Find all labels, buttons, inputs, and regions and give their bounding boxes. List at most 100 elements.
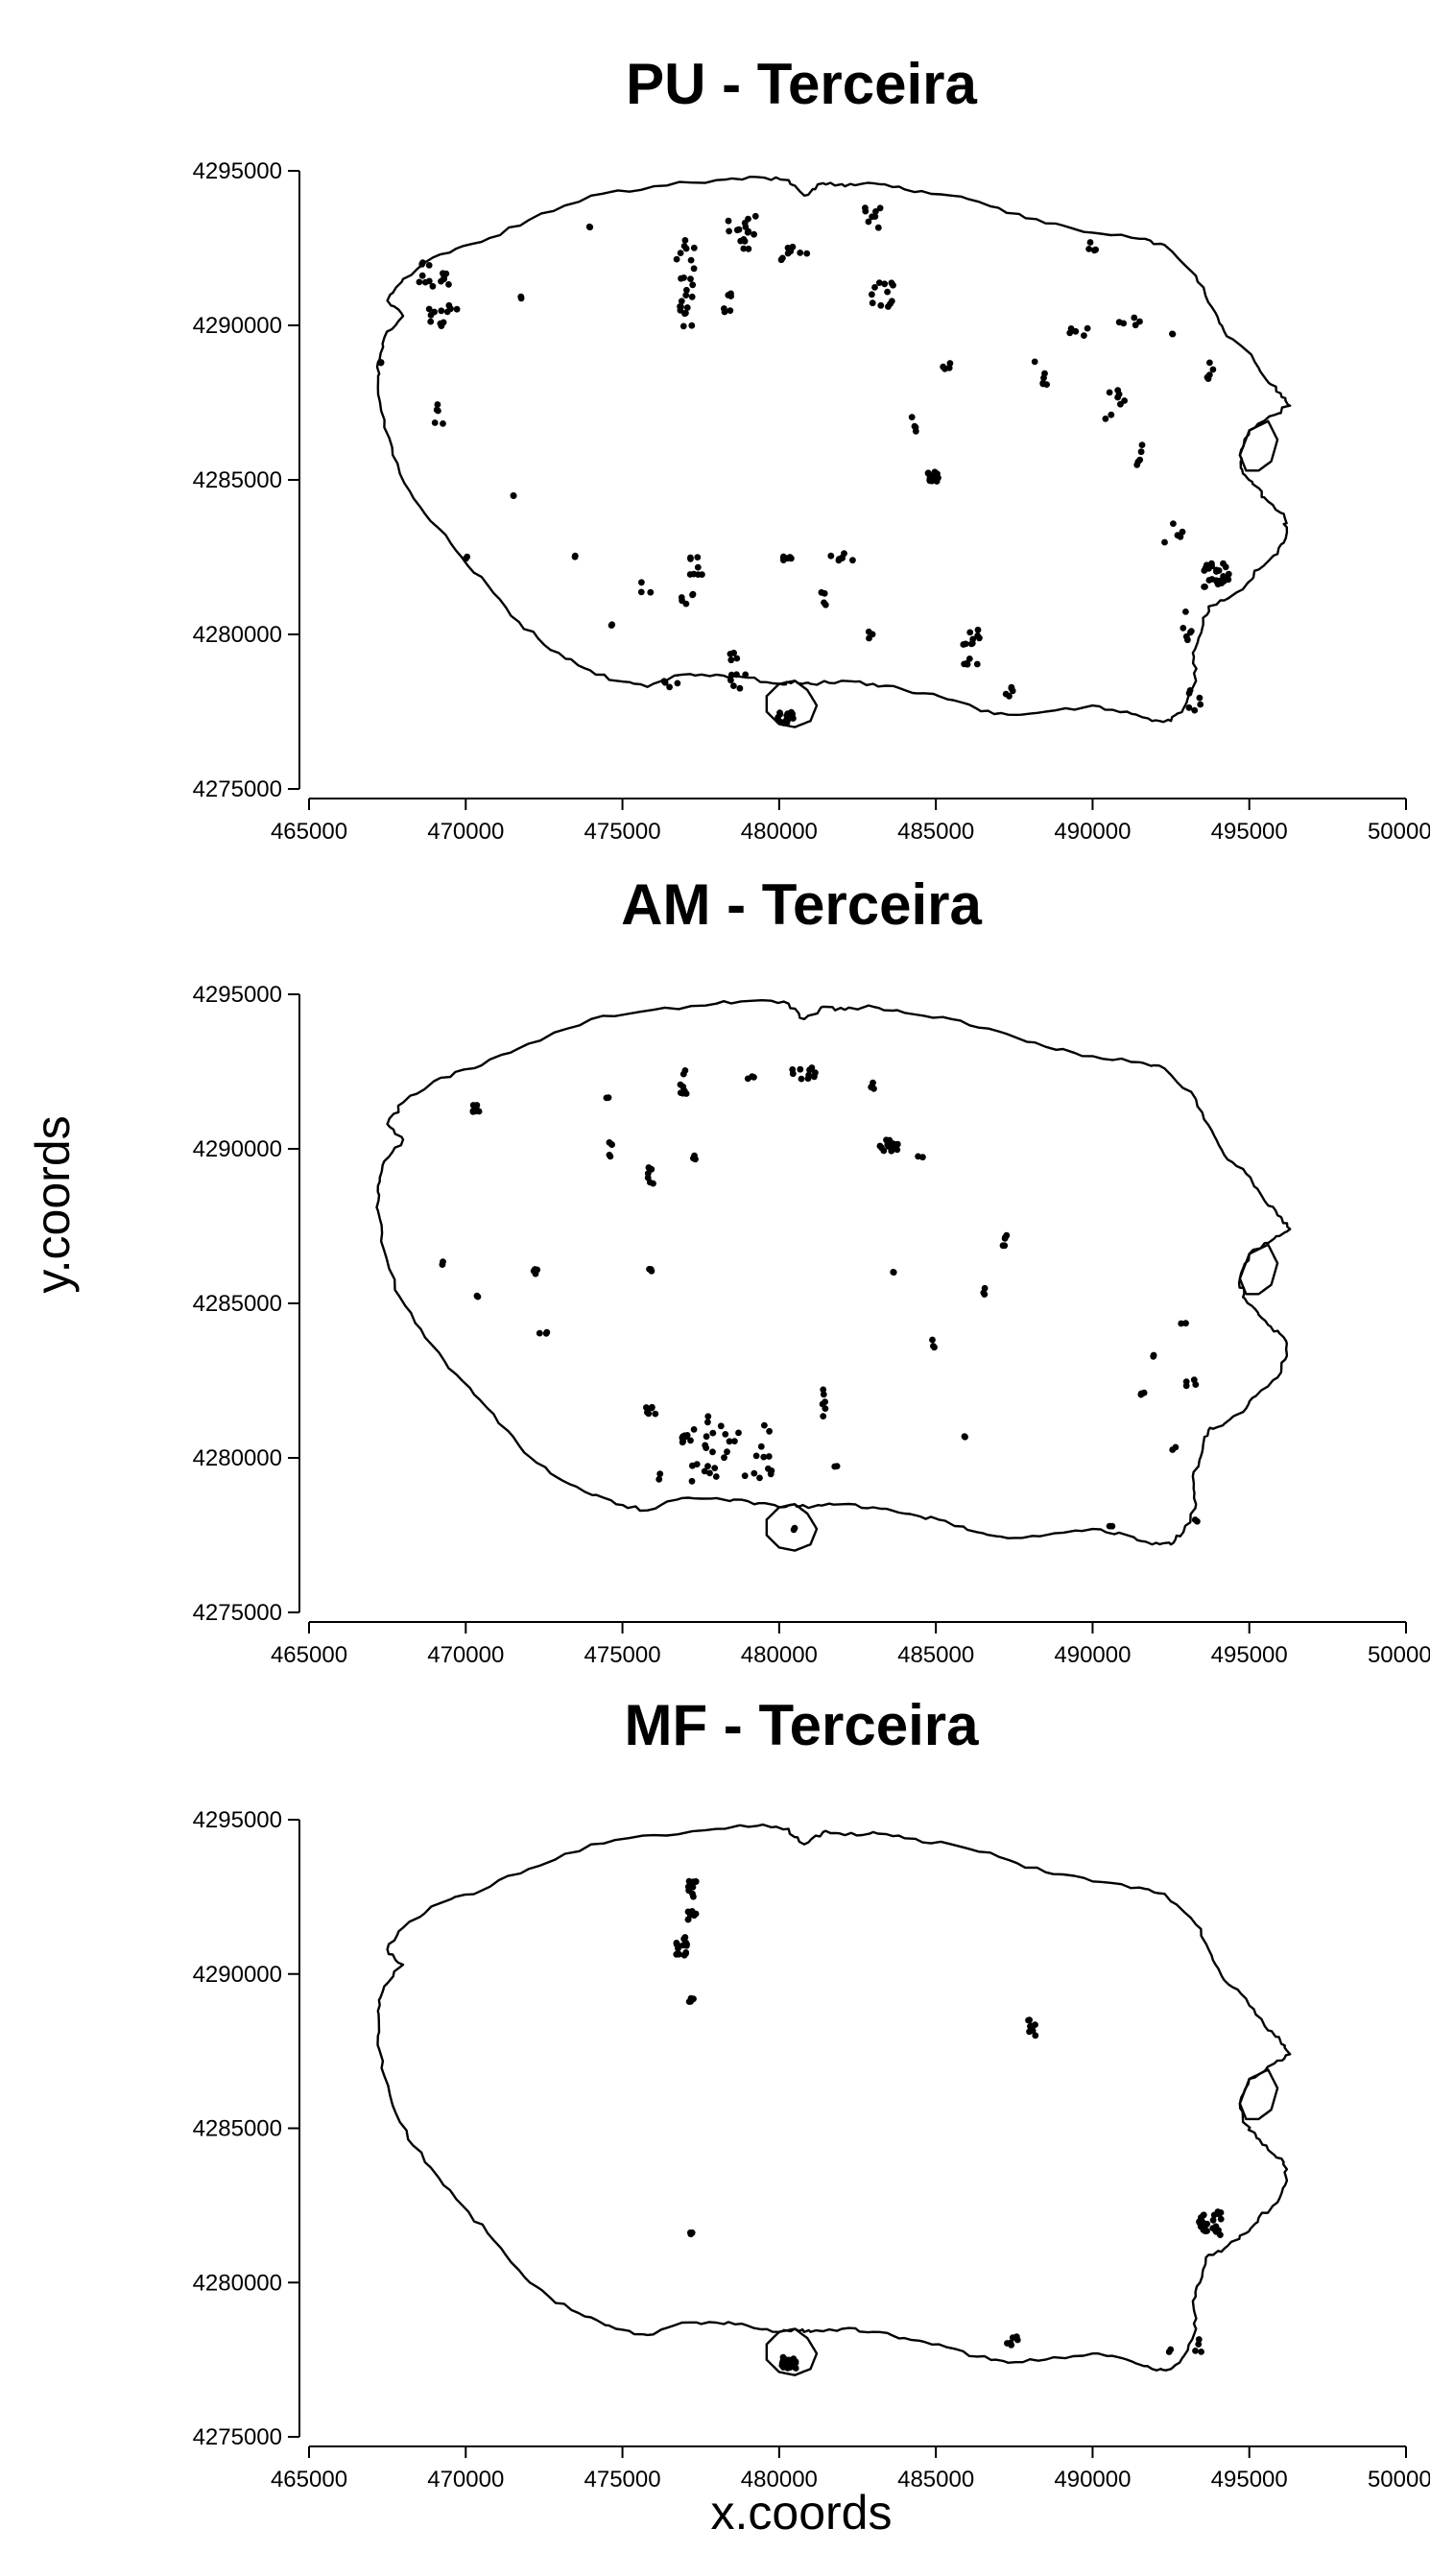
data-point (646, 1164, 653, 1171)
data-point (1223, 563, 1229, 570)
data-point (645, 1411, 652, 1418)
data-point (1186, 704, 1193, 711)
data-point (699, 571, 705, 578)
data-point (704, 1419, 711, 1425)
x-tick-label: 490000 (1054, 819, 1131, 845)
data-point (1009, 685, 1015, 692)
data-point (1141, 1390, 1148, 1396)
data-point (792, 1525, 798, 1532)
data-point (682, 1950, 689, 1957)
data-point (742, 238, 749, 245)
data-point (417, 279, 423, 286)
data-point (727, 291, 734, 298)
data-point (1032, 2021, 1038, 2028)
data-point (1170, 520, 1177, 527)
data-point (742, 220, 749, 227)
data-point (426, 306, 433, 313)
data-point (685, 1909, 692, 1916)
y-tick-label: 4275000 (193, 2424, 282, 2450)
data-point (704, 1413, 711, 1419)
data-point (1000, 1242, 1007, 1249)
data-point (875, 225, 882, 231)
data-point (862, 204, 869, 211)
x-tick-label: 470000 (427, 2467, 504, 2493)
data-point (969, 640, 976, 647)
data-point (1192, 2348, 1199, 2354)
x-tick-label: 500000 (1368, 1642, 1430, 1668)
data-point (378, 360, 385, 367)
data-point (980, 1290, 987, 1297)
data-point (475, 1294, 482, 1300)
data-point (1192, 1516, 1199, 1523)
data-point (678, 250, 684, 256)
data-point (1107, 390, 1113, 396)
x-tick-label: 485000 (897, 2467, 974, 2493)
data-point (543, 1329, 550, 1336)
data-point (1085, 246, 1092, 252)
data-point (711, 1465, 718, 1471)
data-point (884, 289, 891, 296)
data-point (964, 660, 970, 667)
data-point (820, 1413, 826, 1419)
y-tick-label: 4290000 (193, 1136, 282, 1162)
data-point (682, 237, 689, 244)
data-point (1167, 2347, 1174, 2353)
data-point (849, 557, 856, 563)
y-tick-label: 4280000 (193, 1445, 282, 1471)
data-point (438, 278, 444, 285)
data-point (511, 492, 517, 499)
data-point (608, 622, 615, 629)
data-point (1136, 319, 1143, 325)
x-axis-title: x.coords (711, 2486, 893, 2540)
y-tick-label: 4295000 (193, 1807, 282, 1833)
data-point (974, 661, 981, 668)
data-point (1131, 315, 1137, 322)
y-tick-label: 4290000 (193, 1962, 282, 1988)
data-point (680, 323, 687, 330)
data-point (682, 292, 689, 298)
data-point (687, 555, 694, 561)
data-point (758, 1443, 765, 1450)
data-point (775, 718, 782, 725)
data-point (941, 366, 948, 372)
data-point (1200, 2227, 1206, 2233)
data-point (881, 280, 888, 287)
x-tick-label: 495000 (1211, 819, 1288, 845)
data-point (1210, 367, 1217, 373)
data-point (691, 1426, 698, 1433)
data-point (1150, 1353, 1156, 1360)
data-point (727, 677, 734, 683)
data-point (607, 1139, 613, 1146)
data-point (1204, 2221, 1210, 2228)
data-point (438, 307, 444, 314)
y-tick-label: 4295000 (193, 982, 282, 1008)
data-point (1138, 448, 1145, 455)
data-point (1196, 2218, 1203, 2225)
data-point (435, 401, 441, 408)
data-point (733, 656, 740, 662)
data-point (1205, 563, 1212, 570)
data-point (713, 1473, 720, 1480)
data-point (685, 1917, 692, 1923)
data-point (736, 227, 743, 233)
data-point (790, 715, 797, 722)
data-point (656, 1470, 663, 1477)
data-point (718, 1422, 725, 1429)
data-point (780, 2364, 787, 2371)
y-tick-label: 4290000 (193, 313, 282, 339)
data-point (446, 302, 453, 309)
data-point (1161, 539, 1168, 546)
data-point (704, 1463, 711, 1469)
data-point (761, 1422, 768, 1429)
data-point (960, 641, 966, 648)
x-tick-label: 470000 (427, 819, 504, 845)
data-point (1040, 374, 1047, 381)
panel-title: AM - Terceira (621, 872, 982, 937)
data-point (877, 302, 884, 309)
data-point (688, 257, 695, 264)
data-point (751, 231, 757, 238)
data-point (691, 265, 698, 272)
data-point (689, 592, 696, 599)
data-point (1180, 529, 1186, 536)
